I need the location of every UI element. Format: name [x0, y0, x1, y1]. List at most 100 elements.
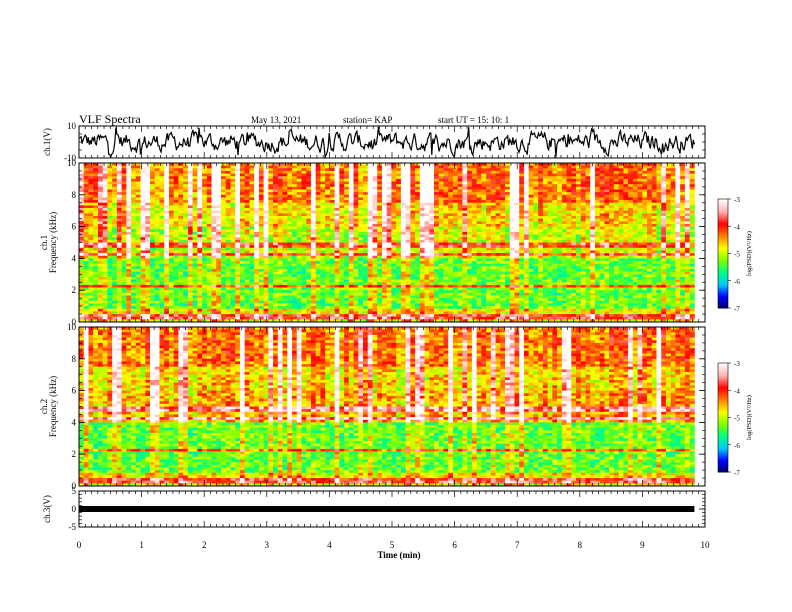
- spectrogram-cell: [452, 168, 459, 172]
- spectrogram-cell: [547, 176, 553, 180]
- spectrogram-cell: [457, 223, 463, 227]
- spectrogram-cell: [647, 200, 653, 204]
- spectrogram-cell: [306, 218, 312, 222]
- spectrogram-cell: [306, 247, 312, 251]
- spectrogram-cell: [505, 216, 511, 220]
- spectrogram-cell: [509, 197, 515, 201]
- spectrogram-cell: [377, 231, 383, 235]
- spectrogram-cell: [159, 234, 165, 238]
- spectrogram-cell: [97, 229, 104, 233]
- spectrogram-cell: [107, 216, 113, 220]
- spectrogram-cell: [514, 181, 520, 185]
- spectrogram-cell: [419, 255, 425, 259]
- spectrogram-cell: [538, 253, 544, 257]
- spectrogram-cell: [623, 221, 629, 225]
- spectrogram-cell: [571, 223, 577, 227]
- spectrogram-cell: [405, 239, 411, 243]
- spectrogram-cell: [462, 176, 468, 180]
- spectrogram-cell: [495, 208, 501, 212]
- spectrogram-cell: [287, 226, 293, 230]
- spectrogram-cell: [202, 234, 208, 238]
- spectrogram-cell: [244, 192, 250, 196]
- spectrogram-cell: [438, 239, 444, 243]
- spectrogram-cell: [628, 234, 634, 238]
- spectrogram-cell: [79, 231, 85, 235]
- spectrogram-cell: [405, 176, 411, 180]
- spectrogram-cell: [561, 255, 567, 259]
- spectrogram-cell: [301, 218, 307, 222]
- spectrogram-cell: [438, 186, 444, 190]
- spectrogram-cell: [547, 247, 553, 251]
- spectrogram-cell: [576, 200, 582, 204]
- spectrogram-cell: [580, 170, 586, 174]
- spectrogram-cell: [258, 170, 264, 174]
- spectrogram-cell: [476, 178, 482, 182]
- spectrogram-cell: [320, 205, 326, 209]
- spectrogram-cell: [102, 192, 108, 196]
- spectrogram-cell: [306, 216, 312, 220]
- spectrogram-cell: [434, 213, 440, 217]
- spectrogram-cell: [396, 213, 402, 217]
- spectrogram-cell: [557, 213, 563, 217]
- spectrogram-cell: [467, 192, 473, 196]
- spectrogram-cell: [557, 247, 563, 251]
- y-tick-label: -10: [64, 153, 76, 163]
- spectrogram-cell: [590, 255, 596, 259]
- spectrogram-cell: [230, 186, 236, 190]
- spectrogram-cell: [689, 173, 695, 177]
- spectrogram-cell: [452, 226, 459, 230]
- spectrogram-cell: [448, 237, 454, 241]
- spectrogram-cell: [187, 216, 193, 220]
- spectrogram-cell: [168, 242, 175, 246]
- spectrogram-cell: [680, 184, 686, 188]
- spectrogram-cell: [585, 229, 591, 233]
- spectrogram-cell: [443, 168, 449, 172]
- spectrogram-cell: [552, 226, 558, 230]
- spectrogram-cell: [580, 239, 586, 243]
- spectrogram-cell: [528, 184, 534, 188]
- spectrogram-cell: [221, 213, 227, 217]
- spectrogram-cell: [263, 226, 269, 230]
- spectrogram-cell: [434, 170, 440, 174]
- spectrogram-cell: [580, 218, 586, 222]
- spectrogram-cell: [377, 213, 383, 217]
- spectrogram-cell: [476, 221, 482, 225]
- spectrogram-cell: [580, 163, 586, 167]
- spectrogram-cell: [131, 181, 137, 185]
- spectrogram-cell: [363, 253, 369, 257]
- spectrogram-cell: [505, 247, 511, 251]
- spectrogram-cell: [244, 168, 250, 172]
- spectrogram-cell: [452, 197, 459, 201]
- spectrogram-cell: [112, 221, 118, 225]
- spectrogram-cell: [500, 231, 506, 235]
- spectrogram-cell: [339, 197, 345, 201]
- spectrogram-cell: [665, 218, 672, 222]
- spectrogram-cell: [448, 170, 454, 174]
- spectrogram-cell: [675, 213, 681, 217]
- spectrogram-cell: [344, 213, 350, 217]
- spectrogram-cell: [244, 197, 250, 201]
- spectrogram-cell: [107, 178, 113, 182]
- spectrogram-cell: [112, 223, 118, 227]
- spectrogram-cell: [363, 181, 369, 185]
- spectrogram-cell: [301, 223, 307, 227]
- spectrogram-cell: [112, 168, 118, 172]
- spectrogram-cell: [689, 194, 695, 198]
- spectrogram-cell: [344, 234, 350, 238]
- spectrogram-cell: [467, 173, 473, 177]
- spectrogram-cell: [268, 258, 274, 262]
- spectrogram-cell: [665, 208, 672, 212]
- spectrogram-cell: [301, 234, 307, 238]
- spectrogram-cell: [135, 239, 141, 243]
- spectrogram-cell: [377, 247, 383, 251]
- spectrogram-cell: [561, 186, 567, 190]
- spectrogram-cell: [410, 210, 416, 214]
- spectrogram-cell: [642, 173, 648, 177]
- spectrogram-cell: [396, 255, 402, 259]
- spectrogram-cell: [656, 255, 662, 259]
- spectrogram-cell: [230, 208, 236, 212]
- spectrogram-cell: [533, 208, 539, 212]
- spectrogram-cell: [400, 173, 407, 177]
- spectrogram-cell: [552, 223, 558, 227]
- spectrogram-cell: [187, 255, 193, 259]
